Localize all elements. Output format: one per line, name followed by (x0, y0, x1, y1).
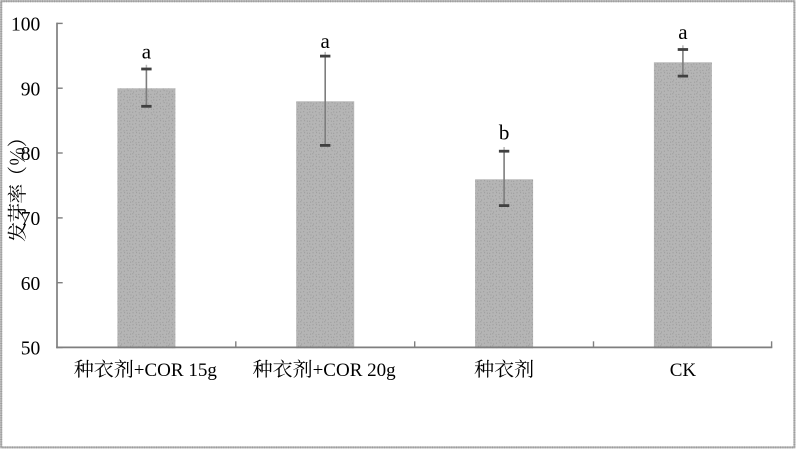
svg-text:a: a (321, 29, 331, 53)
svg-text:+COR 15g: +COR 15g (134, 360, 218, 381)
svg-text:b: b (499, 120, 510, 144)
svg-text:90: 90 (21, 79, 41, 100)
svg-text:+COR 20g: +COR 20g (313, 360, 397, 381)
svg-text:a: a (678, 20, 688, 44)
svg-text:CK: CK (670, 360, 697, 381)
svg-text:a: a (142, 39, 152, 63)
svg-text:60: 60 (21, 274, 41, 295)
svg-text:80: 80 (21, 144, 41, 165)
svg-text:100: 100 (11, 15, 40, 36)
svg-text:50: 50 (21, 339, 41, 360)
